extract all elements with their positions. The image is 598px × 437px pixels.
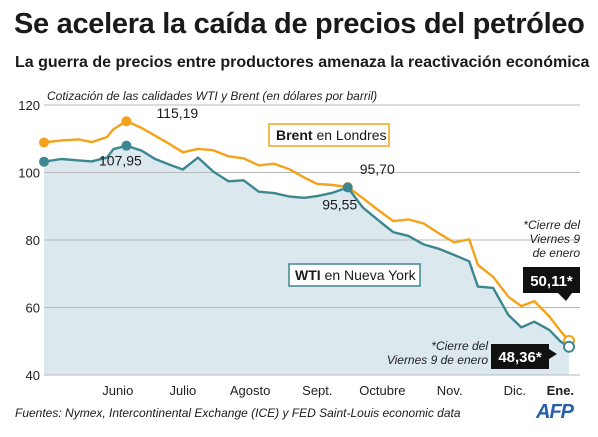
brent-callout-note-1: *Cierre del [523,218,580,232]
x-tick-label: Junio [102,383,133,398]
brent-marker [121,116,132,127]
y-axis: 40 60 80 100 120 [18,98,40,383]
wti-callout: *Cierre del Viernes 9 de enero 48,36* [387,339,557,369]
legend-brent: Brent en Londres [268,123,390,147]
brent-callout-value: 50,11* [530,273,573,290]
y-tick-label: 100 [18,166,40,181]
x-tick-label: Julio [169,383,196,398]
wti-area-fill [44,145,569,375]
y-tick-label: 60 [26,301,40,316]
legend-brent-bold: Brent [276,127,313,143]
point-value-label: 95,70 [360,161,395,177]
wti-marker [121,140,132,151]
wti-marker [342,182,353,193]
y-tick-label: 40 [26,368,40,383]
brent-callout-note-3: de enero [533,246,581,260]
wti-end-marker [563,340,575,353]
x-tick-label: Octubre [359,383,405,398]
y-tick-label: 120 [18,98,40,113]
wti-callout-value: 48,36* [498,349,542,366]
brent-start-marker [39,137,49,148]
wti-callout-note-2: Viernes 9 de enero [387,353,489,367]
axis-caption: Cotización de las calidades WTI y Brent … [47,89,377,103]
x-tick-label: Nov. [437,383,463,398]
wti-start-marker [39,156,49,167]
svg-text:WTI en Nueva York: WTI en Nueva York [295,267,417,283]
plot-area: Cotización de las calidades WTI y Brent … [18,89,580,398]
x-tick-label: Ene. [547,383,574,398]
chart-title: Se acelera la caída de precios del petró… [14,8,585,40]
legend-wti-rest: en Nueva York [321,267,417,283]
afp-logo: AFP [536,401,574,423]
wti-callout-note-1: *Cierre del [431,339,488,353]
chart-subtitle: La guerra de precios entre productores a… [15,54,590,71]
point-markers [39,116,575,353]
point-labels: 115,19 107,95 95,70 95,55 [99,105,395,212]
brent-callout: *Cierre del Viernes 9 de enero 50,11* [523,218,580,301]
brent-callout-note-2: Viernes 9 [530,232,581,246]
x-tick-label: Agosto [230,383,270,398]
source-note: Fuentes: Nymex, Intercontinental Exchang… [15,406,461,420]
svg-text:Brent en Londres: Brent en Londres [276,127,387,143]
y-tick-label: 80 [26,233,40,248]
x-tick-label: Dic. [504,383,526,398]
point-value-label: 95,55 [322,197,357,213]
x-axis: Junio Julio Agosto Sept. Octubre Nov. Dic. Ene. [102,383,574,398]
point-value-label: 115,19 [156,105,198,121]
legend-brent-rest: en Londres [313,127,387,143]
gridlines [44,104,580,376]
legend-wti: WTI en Nueva York [288,263,421,287]
point-value-label: 107,95 [99,153,142,169]
legend-wti-bold: WTI [295,267,321,283]
x-tick-label: Sept. [302,383,332,398]
